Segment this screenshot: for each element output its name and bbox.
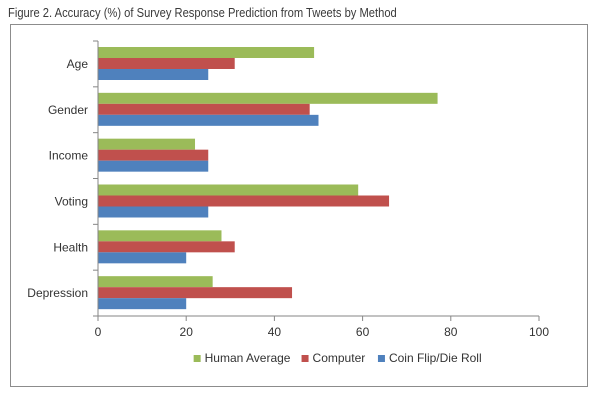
- bar-health-coin-flip-die-roll: [98, 252, 187, 264]
- legend-label-coin-flip-die-roll: Coin Flip/Die Roll: [389, 351, 482, 365]
- x-tick-label-20: 20: [180, 325, 194, 339]
- category-label-health: Health: [53, 240, 88, 254]
- legend-swatch-coin-flip-die-roll: [377, 355, 385, 362]
- bar-income-coin-flip-die-roll: [98, 160, 209, 172]
- bar-age-human-average: [98, 47, 315, 58]
- legend-swatch-computer: [301, 355, 309, 362]
- legend-label-computer: Computer: [313, 351, 366, 365]
- bar-income-human-average: [98, 138, 196, 150]
- category-label-age: Age: [67, 57, 89, 71]
- x-tick-label-60: 60: [356, 325, 370, 339]
- bar-voting-human-average: [98, 184, 359, 196]
- x-tick-label-100: 100: [529, 325, 549, 339]
- bar-depression-computer: [98, 287, 293, 299]
- bar-depression-coin-flip-die-roll: [98, 298, 187, 310]
- bar-voting-computer: [98, 195, 390, 207]
- category-label-depression: Depression: [27, 286, 88, 300]
- x-tick-label-40: 40: [268, 325, 282, 339]
- bar-gender-coin-flip-die-roll: [98, 114, 319, 126]
- x-tick-label-0: 0: [95, 325, 102, 339]
- bar-health-human-average: [98, 230, 222, 242]
- category-label-voting: Voting: [55, 194, 88, 208]
- category-label-gender: Gender: [48, 103, 88, 117]
- bar-income-computer: [98, 149, 209, 161]
- legend-label-human-average: Human Average: [205, 351, 291, 365]
- legend-swatch-human-average: [193, 355, 201, 362]
- bar-voting-coin-flip-die-roll: [98, 206, 209, 218]
- bar-health-computer: [98, 241, 235, 253]
- bar-depression-human-average: [98, 276, 213, 288]
- x-tick-label-80: 80: [444, 325, 458, 339]
- category-label-income: Income: [49, 149, 89, 163]
- figure-title: Figure 2. Accuracy (%) of Survey Respons…: [8, 5, 397, 20]
- bar-gender-computer: [98, 103, 310, 115]
- bar-age-coin-flip-die-roll: [98, 69, 209, 80]
- bar-age-computer: [98, 58, 235, 69]
- bar-gender-human-average: [98, 92, 438, 104]
